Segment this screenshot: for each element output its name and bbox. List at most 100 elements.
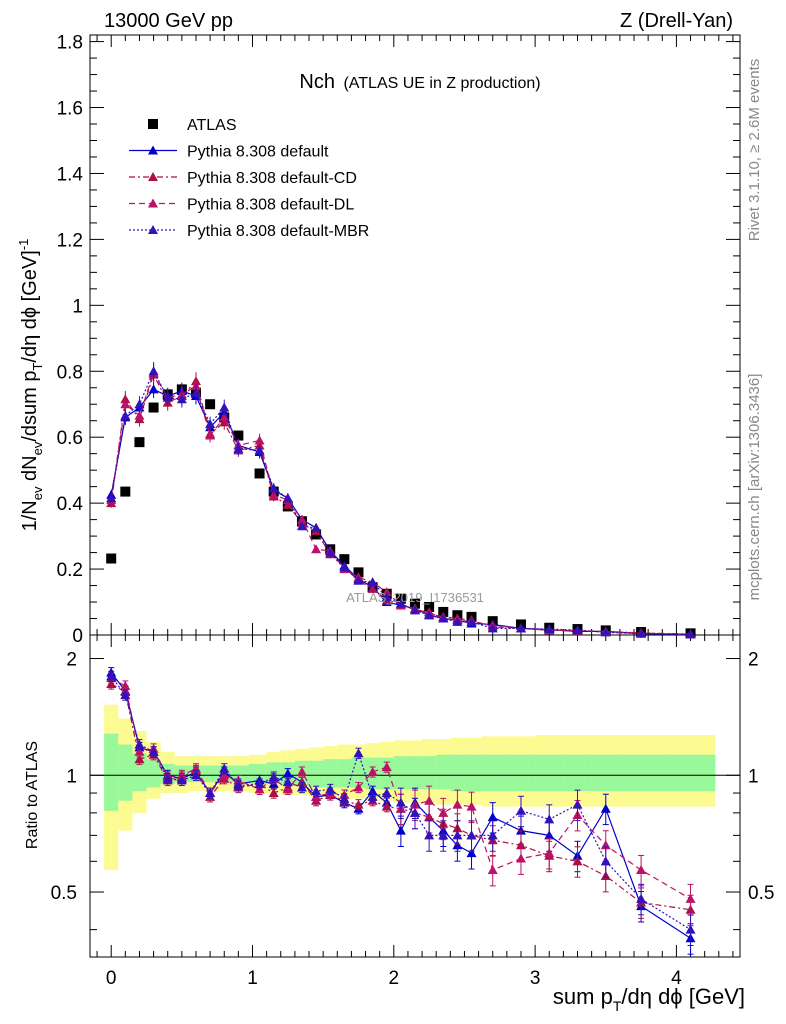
ratio-y-tick-label-right: 1 <box>748 766 759 787</box>
ratio-point <box>395 825 406 835</box>
legend: ATLAS Pythia 8.308 default Pythia 8.308 de… <box>129 117 369 240</box>
ratio-point <box>395 797 406 807</box>
mc-point <box>296 514 307 524</box>
x-tick-label: 2 <box>389 968 400 989</box>
mc-point <box>325 547 336 557</box>
y-tick-label: 0 <box>72 626 83 647</box>
ratio-point <box>268 788 279 798</box>
mc-point <box>176 394 187 404</box>
chart-title-sub: (ATLAS UE in Z production) <box>343 75 540 92</box>
ratio-point <box>134 754 145 764</box>
ratio-point <box>219 770 230 780</box>
legend-label: Pythia 8.308 default <box>187 144 329 161</box>
data-point <box>134 437 145 448</box>
mc-point <box>438 613 449 623</box>
ratio-point <box>452 830 463 840</box>
y-tick-label: 0.6 <box>57 428 83 449</box>
y-tick-label: 1.4 <box>57 164 84 185</box>
ratio-point <box>367 766 378 776</box>
mc-point <box>254 435 265 445</box>
ratio-point <box>219 763 230 773</box>
ratio-point <box>438 807 449 817</box>
ratio-point <box>381 762 392 772</box>
x-tick-label: 1 <box>247 968 258 989</box>
ratio-point <box>176 775 187 785</box>
ratio-point <box>353 782 364 792</box>
header-left: 13000 GeV pp <box>104 10 233 32</box>
ratio-point <box>515 853 526 863</box>
ratio-y-tick-label-right: 0.5 <box>748 883 774 904</box>
ratio-band-green <box>482 754 507 792</box>
ratio-band-green <box>231 765 249 783</box>
mc-point <box>296 521 307 531</box>
mc-point <box>233 443 244 453</box>
ratio-band-green <box>591 754 624 792</box>
ratio-point <box>233 775 244 785</box>
ratio-point <box>515 825 526 835</box>
mc-point <box>268 483 279 493</box>
mc-point <box>424 610 435 620</box>
mc-point <box>219 412 230 422</box>
ratio-band-green <box>118 744 133 801</box>
ratio-point <box>367 786 378 796</box>
ratio-band-green <box>407 756 423 790</box>
ratio-point <box>636 864 647 874</box>
ratio-point <box>254 778 265 788</box>
ratio-point <box>205 788 216 798</box>
mc-point <box>515 623 526 633</box>
ratio-y-tick-label-right: 2 <box>748 650 759 671</box>
legend-marker <box>148 225 158 234</box>
ratio-point <box>600 856 611 866</box>
mc-point <box>395 598 406 608</box>
series-line <box>110 372 691 635</box>
ratio-band-green <box>506 754 536 792</box>
ratio-band-green <box>436 754 451 790</box>
mc-point <box>190 387 201 397</box>
mc-point <box>466 616 477 626</box>
legend-entry-3: Pythia 8.308 default-DL <box>129 197 354 214</box>
y-tick-label: 0.4 <box>57 494 84 515</box>
data-point <box>233 430 244 441</box>
ratio-y-tick-label: 0.5 <box>51 883 77 904</box>
ratio-point <box>424 795 435 805</box>
ratio-point <box>367 791 378 801</box>
ratio-point <box>176 770 187 780</box>
mc-point <box>339 562 350 572</box>
ratio-axes: 0 1 2 3 4 0.5 0.5 1 1 2 2 <box>51 635 774 989</box>
legend-entry-0: ATLAS <box>148 117 237 134</box>
legend-entry-4: Pythia 8.308 default-MBR <box>129 223 369 240</box>
main-panel-frame <box>89 34 741 636</box>
legend-label: Pythia 8.308 default-DL <box>187 197 354 214</box>
ratio-point <box>162 773 173 783</box>
ratio-series <box>106 667 696 955</box>
plot-frames <box>89 34 741 958</box>
mc-point <box>106 493 117 503</box>
ratio-band-green <box>379 757 394 790</box>
mc-point <box>219 402 230 412</box>
mc-point <box>381 592 392 602</box>
analysis-watermark: ATLAS_2019_I1736531 <box>346 590 484 605</box>
y-tick-label: 0.8 <box>57 362 83 383</box>
ratio-point <box>134 746 145 756</box>
ratio-band-green <box>393 756 408 790</box>
ratio-point <box>544 848 555 858</box>
y-tick-label: 1 <box>72 296 83 317</box>
mc-point <box>572 625 583 635</box>
x-tick-label: 3 <box>530 968 541 989</box>
legend-marker <box>148 145 158 155</box>
mc-point <box>134 399 145 409</box>
y-tick-label: 0.2 <box>57 560 83 581</box>
ratio-y-axis-label: Ratio to ATLAS <box>24 741 41 849</box>
main-series <box>106 362 696 639</box>
ratio-band-green <box>422 756 437 790</box>
ratio-point <box>410 807 420 817</box>
legend-marker <box>148 119 158 129</box>
ratio-band-green <box>665 754 716 792</box>
ratio-point <box>544 814 555 824</box>
mc-point <box>268 489 279 499</box>
ratio-point <box>268 771 279 781</box>
data-point <box>106 553 117 564</box>
data-point <box>339 554 350 565</box>
mcplots-source-text: mcplots.cern.ch [arXiv:1306.3436] <box>746 374 763 601</box>
